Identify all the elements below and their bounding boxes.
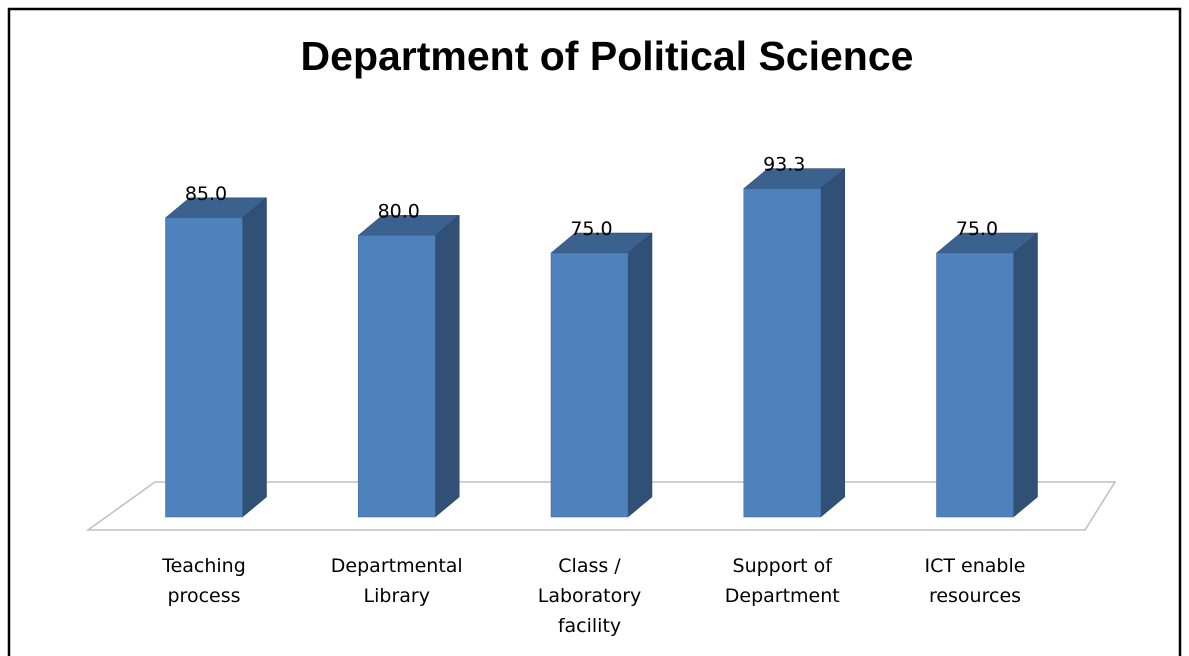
x-tick-label: Departmental Library: [330, 555, 463, 607]
value-label: 80.0: [378, 200, 420, 222]
x-tick-label: Class / Laboratory facility: [537, 555, 642, 637]
bar: [358, 235, 436, 518]
x-tick-label: Teaching process: [162, 555, 246, 607]
x-tick-label: ICT enable resources: [924, 555, 1026, 607]
bar-side: [242, 197, 267, 518]
bar: [743, 188, 821, 518]
bar: [936, 252, 1014, 518]
bar-side: [1013, 232, 1038, 518]
value-label: 85.0: [185, 183, 227, 205]
x-tick-label: Support of Department: [724, 555, 840, 607]
bar-side: [820, 168, 845, 518]
value-label: 93.3: [763, 154, 805, 176]
bar: [550, 252, 629, 518]
bar-side: [627, 232, 653, 518]
value-label: 75.0: [956, 218, 998, 240]
frame: [7, 7, 1182, 656]
bar-side: [435, 214, 460, 518]
bar: [165, 217, 243, 518]
chart-title: Department of Political Science: [301, 33, 914, 79]
value-label: 75.0: [570, 218, 612, 240]
